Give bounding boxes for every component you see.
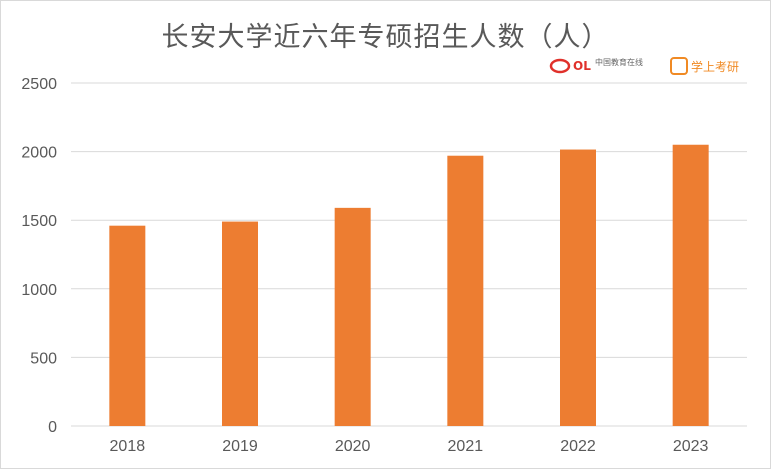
bar-2022: [560, 149, 596, 427]
x-tick-label: 2019: [222, 438, 258, 455]
y-tick-label: 1000: [21, 282, 57, 299]
bar-2019: [222, 221, 258, 426]
bar-2021: [447, 155, 484, 426]
x-tick-label: 2018: [110, 438, 146, 455]
bar-2020: [334, 207, 371, 426]
x-axis-ticks: 2018 2019 2020 2021 2022 2023: [110, 438, 709, 455]
svg-text:OL: OL: [573, 59, 591, 73]
x-tick-label: 2022: [560, 438, 596, 455]
chart-title: 长安大学近六年专硕招生人数（人）: [161, 22, 610, 53]
bar-2018: [109, 225, 146, 426]
y-axis-ticks: 0 500 1000 1500 2000 2500: [21, 76, 57, 436]
eol-logo-icon: OL 中国教育在线: [549, 57, 643, 74]
gridlines: [71, 82, 747, 427]
x-tick-label: 2021: [448, 438, 484, 455]
bar-2023: [672, 144, 709, 427]
eol-logo-text: 中国教育在线: [595, 57, 643, 67]
y-tick-label: 500: [30, 350, 57, 367]
xk-logo-text: 学上考研: [691, 59, 739, 74]
xk-logo-icon: 学上考研: [670, 57, 739, 75]
y-tick-label: 1500: [21, 213, 57, 230]
x-tick-label: 2023: [673, 438, 709, 455]
y-tick-label: 0: [48, 419, 57, 436]
bars: [109, 144, 709, 427]
y-tick-label: 2500: [21, 76, 57, 93]
x-tick-label: 2020: [335, 438, 371, 455]
y-tick-label: 2000: [21, 145, 57, 162]
watermark-logos: OL 中国教育在线 学上考研: [549, 55, 749, 77]
